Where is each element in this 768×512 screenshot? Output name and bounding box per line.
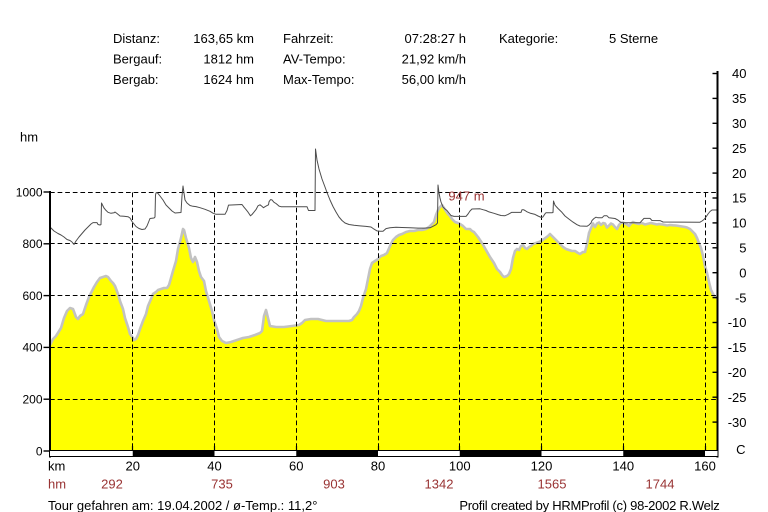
svg-text:5: 5 (739, 241, 746, 256)
svg-text:Bergauf:: Bergauf: (113, 52, 162, 67)
svg-text:735: 735 (211, 477, 233, 492)
svg-text:160: 160 (694, 459, 716, 474)
svg-text:km: km (48, 459, 65, 474)
svg-text:1565: 1565 (538, 477, 567, 492)
svg-text:140: 140 (612, 459, 634, 474)
svg-text:947 m: 947 m (448, 189, 484, 204)
svg-text:40: 40 (732, 66, 746, 81)
svg-text:AV-Tempo:: AV-Tempo: (283, 52, 346, 67)
svg-text:Profil created by HRMProfil (c: Profil created by HRMProfil (c) 98-2002 … (459, 498, 719, 512)
svg-text:0: 0 (739, 265, 746, 280)
svg-text:Tour gefahren am: 19.04.2002: Tour gefahren am: 19.04.2002 / ø-Temp.: … (48, 498, 317, 512)
svg-text:292: 292 (101, 477, 123, 492)
svg-text:400: 400 (22, 341, 42, 355)
svg-text:Bergab:: Bergab: (113, 72, 159, 87)
svg-text:hm: hm (20, 130, 38, 145)
svg-text:-10: -10 (728, 315, 747, 330)
svg-text:1744: 1744 (646, 477, 675, 492)
svg-text:-30: -30 (728, 415, 747, 430)
svg-text:120: 120 (531, 459, 553, 474)
svg-text:1000: 1000 (16, 185, 43, 199)
svg-text:21,92 km/h: 21,92 km/h (402, 52, 466, 67)
svg-text:-15: -15 (728, 340, 747, 355)
svg-text:1812 hm: 1812 hm (203, 52, 254, 67)
svg-text:20: 20 (732, 166, 746, 181)
svg-text:60: 60 (289, 459, 303, 474)
svg-text:903: 903 (323, 477, 345, 492)
svg-text:5 Sterne: 5 Sterne (609, 31, 658, 46)
svg-text:30: 30 (732, 116, 746, 131)
svg-text:15: 15 (732, 191, 746, 206)
svg-text:0: 0 (36, 444, 43, 458)
svg-text:163,65 km: 163,65 km (193, 31, 254, 46)
svg-text:100: 100 (449, 459, 471, 474)
svg-text:80: 80 (371, 459, 385, 474)
svg-text:Fahrzeit:: Fahrzeit: (283, 31, 334, 46)
svg-text:35: 35 (732, 91, 746, 106)
svg-text:Kategorie:: Kategorie: (499, 31, 558, 46)
svg-text:Distanz:: Distanz: (113, 31, 160, 46)
svg-text:hm: hm (48, 477, 66, 492)
svg-text:-5: -5 (735, 290, 747, 305)
svg-text:25: 25 (732, 141, 746, 156)
svg-text:C: C (736, 442, 745, 457)
svg-text:-25: -25 (728, 390, 747, 405)
svg-text:10: 10 (732, 216, 746, 231)
svg-text:1342: 1342 (425, 477, 454, 492)
svg-text:56,00 km/h: 56,00 km/h (402, 72, 466, 87)
svg-text:600: 600 (22, 289, 42, 303)
svg-text:07:28:27 h: 07:28:27 h (405, 31, 466, 46)
svg-text:40: 40 (207, 459, 221, 474)
svg-text:200: 200 (22, 393, 42, 407)
svg-text:1624 hm: 1624 hm (203, 72, 254, 87)
svg-text:Max-Tempo:: Max-Tempo: (283, 72, 355, 87)
svg-text:800: 800 (22, 237, 42, 251)
svg-text:20: 20 (126, 459, 140, 474)
svg-text:-20: -20 (728, 365, 747, 380)
